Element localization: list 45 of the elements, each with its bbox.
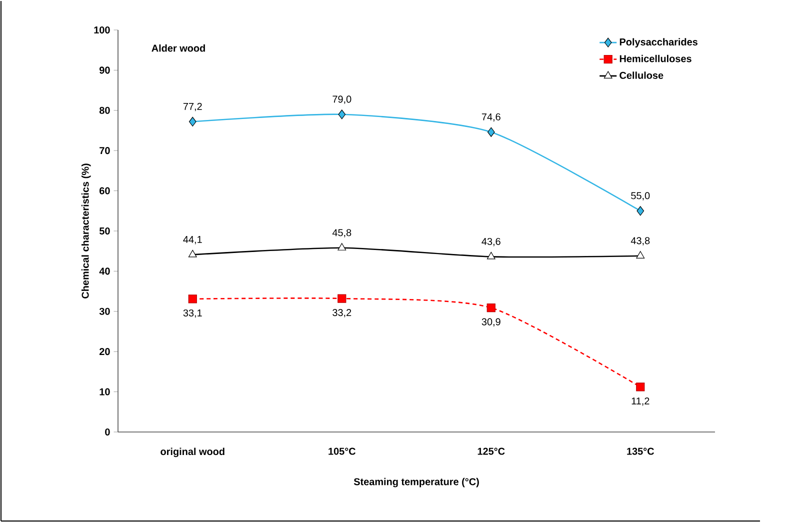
point [188, 294, 197, 304]
point [338, 294, 346, 303]
x-tick-label: 125°C [478, 448, 505, 455]
data-label: 45,8 [332, 229, 352, 238]
point [486, 303, 496, 312]
point [338, 110, 346, 120]
point [487, 127, 495, 137]
y-tick-label: 50 [99, 227, 110, 235]
y-tick-label: 80 [99, 106, 110, 114]
y-tick-label: 70 [100, 147, 110, 154]
x-tick-label: 105°C [328, 448, 356, 455]
x-tick-label: 135°C [627, 448, 654, 455]
data-label: 79,0 [332, 96, 352, 104]
y-tick-label: 40 [99, 268, 110, 275]
data-label: 74,6 [482, 113, 500, 122]
data-label: 77,2 [183, 102, 202, 112]
y-tick-label: 0 [105, 428, 110, 436]
legend-label: Hemicelluloses [620, 54, 692, 62]
legend-label: Cellulose [620, 72, 664, 79]
annotation: Alder wood [152, 44, 205, 52]
point [486, 252, 496, 260]
y-tick-label: 20 [100, 348, 110, 356]
x-axis-title: Steaming temperature (°C) [354, 478, 479, 488]
data-label: 11,2 [632, 397, 650, 406]
point [338, 243, 346, 250]
y-tick-label: 90 [100, 66, 110, 74]
data-label: 55,0 [631, 192, 650, 200]
point [636, 382, 645, 392]
data-label: 43,8 [630, 237, 650, 246]
data-label: 33,1 [183, 309, 202, 318]
data-label: 43,6 [482, 238, 500, 246]
point [636, 251, 645, 258]
data-label: 33,2 [332, 309, 352, 318]
y-tick-label: 60 [100, 187, 110, 194]
legend-label: Polysaccharides [620, 38, 698, 48]
y-tick-label: 30 [99, 308, 110, 315]
point [188, 116, 196, 126]
y-axis-title: Chemical characteristics (%) [81, 164, 91, 298]
point [188, 250, 197, 258]
data-label: 44,1 [183, 236, 202, 244]
data-label: 30,9 [482, 318, 500, 327]
x-tick-label: original wood [160, 448, 224, 458]
point [636, 206, 644, 216]
y-tick-label: 10 [100, 388, 110, 396]
y-tick-label: 100 [94, 26, 110, 34]
